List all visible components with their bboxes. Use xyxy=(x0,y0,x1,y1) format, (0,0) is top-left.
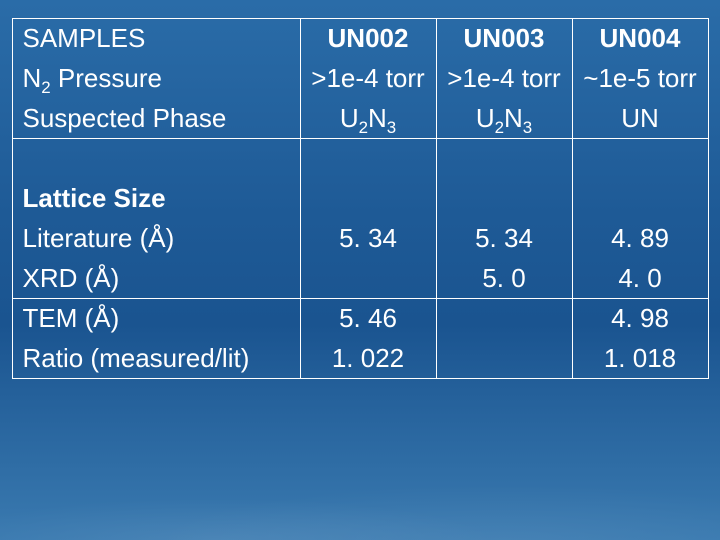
samples-label: SAMPLES xyxy=(12,19,300,59)
col-header: UN004 xyxy=(572,19,708,59)
cell: 5. 46 xyxy=(300,299,436,339)
row-label: Literature (Å) xyxy=(12,219,300,259)
cell: 4. 0 xyxy=(572,259,708,299)
cell: 5. 34 xyxy=(300,219,436,259)
cell: U2N3 xyxy=(436,99,572,139)
row-label: Lattice Size xyxy=(12,179,300,219)
cell: 5. 34 xyxy=(436,219,572,259)
cell: 1. 018 xyxy=(572,339,708,379)
cell: >1e-4 torr xyxy=(436,59,572,99)
cell: 4. 89 xyxy=(572,219,708,259)
cell xyxy=(300,179,436,219)
table-row: N2 Pressure >1e-4 torr >1e-4 torr ~1e-5 … xyxy=(12,59,708,99)
table-row: Ratio (measured/lit) 1. 022 1. 018 xyxy=(12,339,708,379)
table-row: Suspected Phase U2N3 U2N3 UN xyxy=(12,99,708,139)
cell: ~1e-5 torr xyxy=(572,59,708,99)
cell xyxy=(300,259,436,299)
table-row: Lattice Size xyxy=(12,179,708,219)
row-label: TEM (Å) xyxy=(12,299,300,339)
cell xyxy=(436,179,572,219)
table-row: Literature (Å) 5. 34 5. 34 4. 89 xyxy=(12,219,708,259)
row-label: XRD (Å) xyxy=(12,259,300,299)
table-header-row: SAMPLES UN002 UN003 UN004 xyxy=(12,19,708,59)
row-label: Ratio (measured/lit) xyxy=(12,339,300,379)
col-header: UN003 xyxy=(436,19,572,59)
data-table: SAMPLES UN002 UN003 UN004 N2 Pressure >1… xyxy=(12,18,709,379)
table-row: XRD (Å) 5. 0 4. 0 xyxy=(12,259,708,299)
table-row: TEM (Å) 5. 46 4. 98 xyxy=(12,299,708,339)
cell xyxy=(572,179,708,219)
row-label: Suspected Phase xyxy=(12,99,300,139)
cell: >1e-4 torr xyxy=(300,59,436,99)
spacer-cell xyxy=(572,139,708,179)
row-label: N2 Pressure xyxy=(12,59,300,99)
col-header: UN002 xyxy=(300,19,436,59)
table-row xyxy=(12,139,708,179)
cell: UN xyxy=(572,99,708,139)
cell: 4. 98 xyxy=(572,299,708,339)
cell xyxy=(436,299,572,339)
spacer-cell xyxy=(436,139,572,179)
cell: 1. 022 xyxy=(300,339,436,379)
cell xyxy=(436,339,572,379)
cell: 5. 0 xyxy=(436,259,572,299)
cell: U2N3 xyxy=(300,99,436,139)
spacer-cell xyxy=(12,139,300,179)
spacer-cell xyxy=(300,139,436,179)
